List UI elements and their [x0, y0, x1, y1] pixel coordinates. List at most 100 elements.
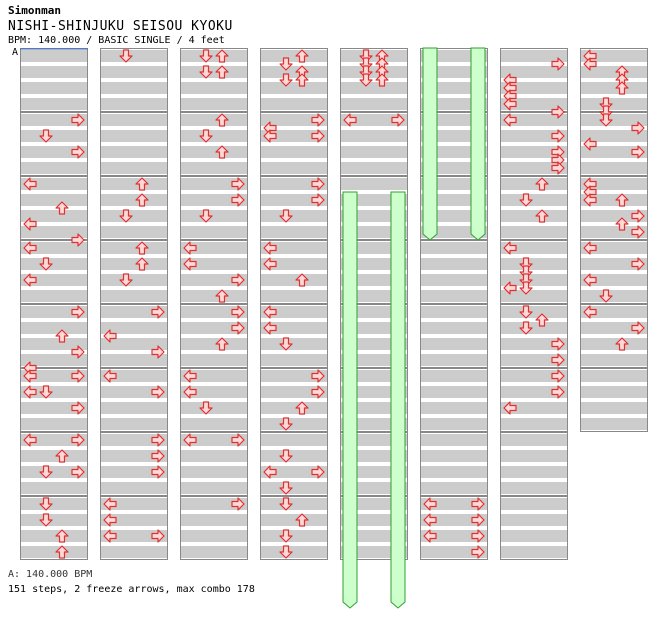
- beat-stripe: [100, 482, 168, 494]
- beat-stripe: [580, 130, 648, 142]
- beat-stripe: [180, 482, 248, 494]
- arrow-left-icon: [183, 385, 197, 399]
- beat-stripe: [20, 338, 88, 350]
- beat-stripe: [580, 322, 648, 334]
- beat-stripe: [180, 338, 248, 350]
- measure: [580, 368, 648, 432]
- arrow-up-icon: [215, 145, 229, 159]
- beat-stripe: [100, 354, 168, 366]
- measure: [100, 240, 168, 304]
- beat-stripe: [500, 178, 568, 190]
- beat-stripe: [20, 82, 88, 94]
- arrow-down-icon: [39, 465, 53, 479]
- beat-stripe: [420, 338, 488, 350]
- arrow-right-icon: [471, 529, 485, 543]
- chart-column: [100, 48, 168, 560]
- chart-summary: 151 steps, 2 freeze arrows, max combo 17…: [8, 584, 255, 595]
- beat-stripe: [260, 546, 328, 558]
- beat-stripe: [500, 114, 568, 126]
- freeze-arrow: [342, 191, 358, 609]
- beat-stripe: [100, 178, 168, 190]
- beat-stripe: [340, 130, 408, 142]
- beat-stripe: [500, 354, 568, 366]
- beat-stripe: [580, 306, 648, 318]
- beat-stripe: [580, 226, 648, 238]
- measure: [260, 48, 328, 112]
- beat-stripe: [500, 498, 568, 510]
- arrow-right-icon: [551, 161, 565, 175]
- bpm-legend: A: 140.000 BPM: [8, 569, 93, 580]
- beat-stripe: [20, 66, 88, 78]
- beat-stripe: [500, 482, 568, 494]
- arrow-down-icon: [279, 209, 293, 223]
- arrow-right-icon: [71, 305, 85, 319]
- beat-stripe: [180, 498, 248, 510]
- beat-stripe: [100, 82, 168, 94]
- beat-stripe: [180, 402, 248, 414]
- beat-stripe: [420, 402, 488, 414]
- arrow-left-icon: [583, 305, 597, 319]
- measure: [20, 304, 88, 368]
- arrow-down-icon: [519, 321, 533, 335]
- beat-stripe: [500, 274, 568, 286]
- arrow-left-icon: [23, 385, 37, 399]
- beat-stripe: [100, 434, 168, 446]
- arrow-down-icon: [519, 305, 533, 319]
- beat-stripe: [100, 498, 168, 510]
- beat-stripe: [260, 50, 328, 62]
- beat-stripe: [100, 514, 168, 526]
- beat-stripe: [260, 226, 328, 238]
- beat-stripe: [260, 338, 328, 350]
- beat-stripe: [180, 546, 248, 558]
- arrow-up-icon: [55, 329, 69, 343]
- beat-stripe: [340, 82, 408, 94]
- beat-stripe: [20, 194, 88, 206]
- beat-stripe: [500, 242, 568, 254]
- arrow-right-icon: [71, 401, 85, 415]
- arrow-left-icon: [583, 273, 597, 287]
- arrow-down-icon: [119, 273, 133, 287]
- beat-stripe: [500, 146, 568, 158]
- beat-stripe: [500, 514, 568, 526]
- beat-stripe: [340, 98, 408, 110]
- arrow-right-icon: [551, 57, 565, 71]
- beat-stripe: [20, 258, 88, 270]
- arrow-right-icon: [471, 497, 485, 511]
- arrow-up-icon: [615, 193, 629, 207]
- arrow-down-icon: [279, 417, 293, 431]
- song-title: NISHI-SHINJUKU SEISOU KYOKU: [8, 19, 233, 34]
- arrow-left-icon: [103, 529, 117, 543]
- arrow-down-icon: [199, 209, 213, 223]
- arrow-right-icon: [231, 177, 245, 191]
- beat-stripe: [260, 322, 328, 334]
- arrow-down-icon: [279, 449, 293, 463]
- arrow-down-icon: [519, 193, 533, 207]
- arrow-down-icon: [39, 513, 53, 527]
- beat-stripe: [420, 482, 488, 494]
- measure: [500, 112, 568, 176]
- beat-stripe: [100, 130, 168, 142]
- beat-stripe: [20, 370, 88, 382]
- beat-stripe: [20, 546, 88, 558]
- beat-stripe: [500, 386, 568, 398]
- arrow-down-icon: [359, 73, 373, 87]
- beat-stripe: [180, 226, 248, 238]
- beat-stripe: [420, 258, 488, 270]
- beat-stripe: [500, 450, 568, 462]
- beat-stripe: [580, 146, 648, 158]
- arrow-up-icon: [215, 113, 229, 127]
- beat-stripe: [100, 322, 168, 334]
- arrow-up-icon: [215, 49, 229, 63]
- arrow-right-icon: [551, 129, 565, 143]
- beat-stripe: [20, 226, 88, 238]
- beat-stripe: [580, 98, 648, 110]
- beat-stripe: [260, 82, 328, 94]
- beat-stripe: [180, 274, 248, 286]
- arrow-down-icon: [279, 337, 293, 351]
- beat-stripe: [580, 402, 648, 414]
- beat-stripe: [20, 418, 88, 430]
- arrow-right-icon: [631, 145, 645, 159]
- beat-stripe: [260, 146, 328, 158]
- arrow-left-icon: [343, 113, 357, 127]
